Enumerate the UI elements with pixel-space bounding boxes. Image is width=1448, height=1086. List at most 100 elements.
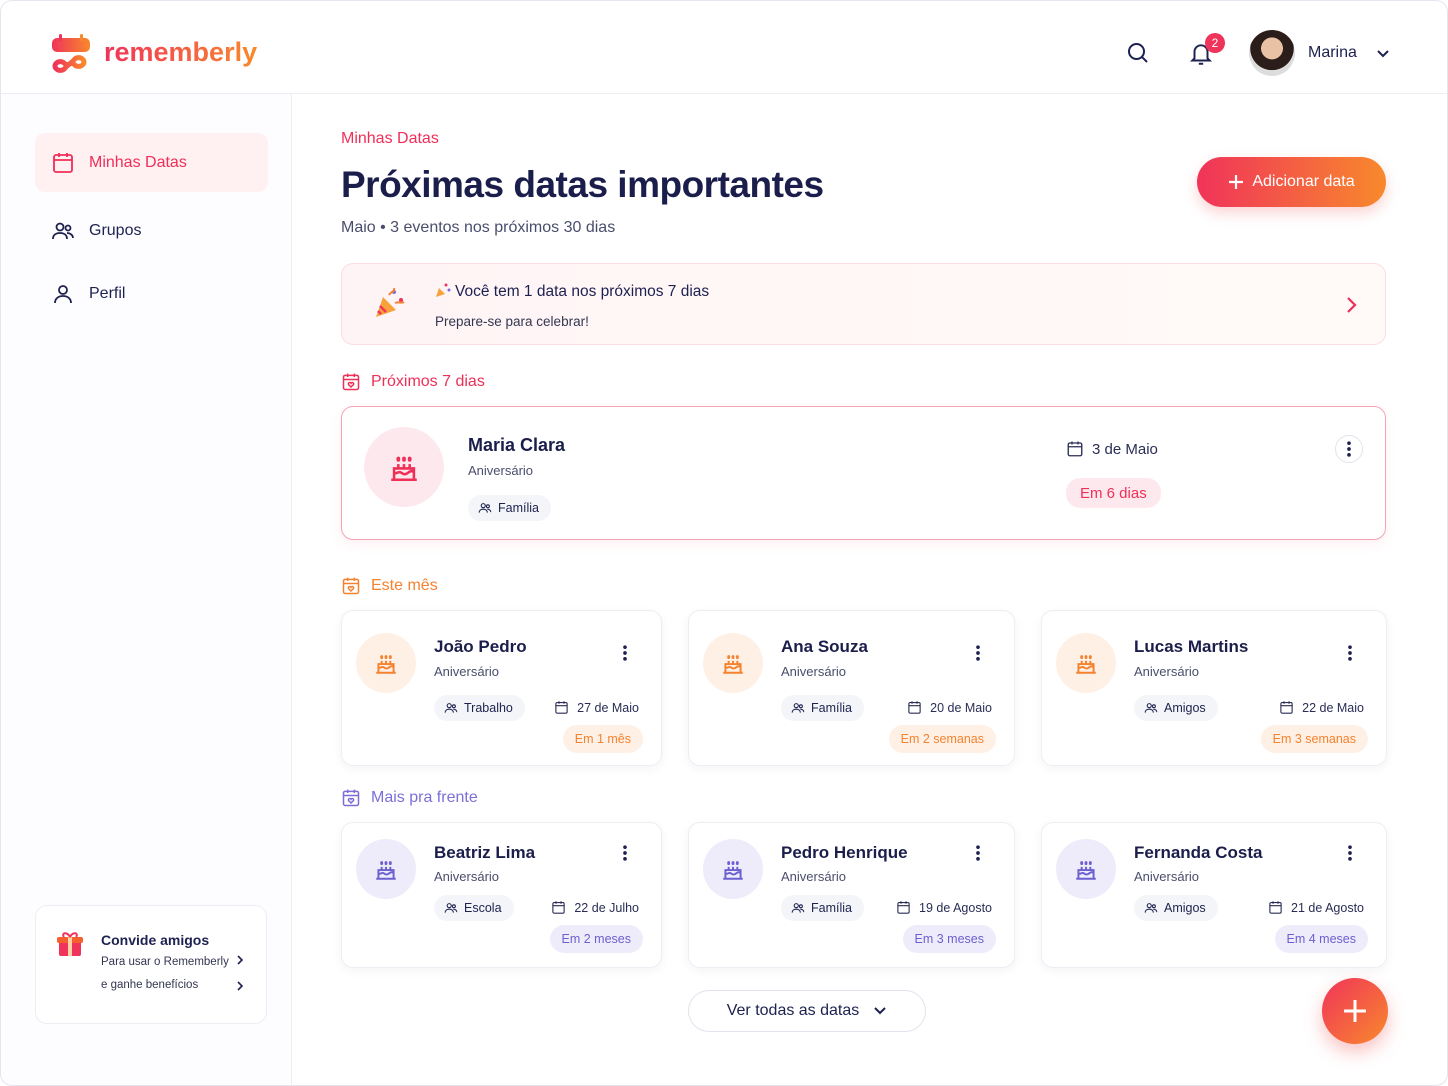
event-name: Ana Souza	[781, 637, 868, 656]
tag-icon	[791, 703, 805, 713]
tag-icon	[1144, 703, 1158, 713]
event-tag: Escola	[434, 895, 514, 921]
nav-item[interactable]: Perfil	[35, 264, 268, 323]
event-card[interactable]: Ana Souza Aniversário Família 20 de Maio Em …	[688, 610, 1015, 766]
event-section: Próximos 7 dias Maria Clara Aniversário Fam…	[341, 370, 1386, 540]
chevron	[237, 981, 244, 991]
event-avatar	[364, 427, 444, 507]
breadcrumb[interactable]: Minhas Datas	[341, 130, 439, 147]
event-countdown: Em 2 meses	[549, 925, 643, 953]
nav-icon	[52, 222, 74, 239]
tag-icon	[478, 503, 492, 513]
event-countdown: Em 6 dias	[1066, 478, 1161, 508]
nav-label: Minhas Datas	[89, 153, 187, 171]
event-card[interactable]: Fernanda Costa Aniversário Amigos 21 de Ago…	[1041, 822, 1387, 968]
plus-icon	[1229, 175, 1244, 189]
invite-title: Convide amigos	[101, 932, 210, 948]
gift-icon	[57, 932, 83, 956]
event-date: 21 de Agosto	[1268, 900, 1364, 915]
event-countdown: Em 2 semanas	[888, 725, 996, 753]
event-card[interactable]: Pedro Henrique Aniversário Família 19 de Ag…	[688, 822, 1015, 968]
nav-icon	[54, 284, 72, 303]
invite-card[interactable]: Convide amigos Para usar o Rememberly e …	[35, 905, 267, 1024]
event-card[interactable]: Beatriz Lima Aniversário Escola 22 de Julho…	[341, 822, 662, 968]
date-label: 22 de Julho	[574, 900, 639, 915]
view-all-button[interactable]: Ver todas as datas	[688, 990, 926, 1032]
date-icon	[908, 701, 921, 714]
user-menu-chevron[interactable]	[1376, 47, 1390, 61]
cake-icon	[376, 861, 396, 880]
dots-icon	[623, 645, 627, 661]
tag-icon	[444, 703, 458, 713]
date-label: 21 de Agosto	[1291, 900, 1364, 915]
date-label: 20 de Maio	[930, 700, 992, 715]
dots-icon	[976, 645, 980, 661]
event-tag: Amigos	[1134, 695, 1218, 721]
event-date: 27 de Maio	[554, 700, 639, 715]
event-avatar	[703, 633, 763, 693]
event-menu[interactable]	[611, 839, 639, 867]
date-icon	[1067, 441, 1083, 457]
section-title: Este mês	[371, 577, 438, 594]
date-icon	[1269, 901, 1282, 914]
event-type: Aniversário	[468, 463, 534, 478]
event-tag: Amigos	[1134, 895, 1218, 921]
dots-icon	[1347, 441, 1351, 457]
notifications-button[interactable]	[1188, 41, 1214, 67]
user-name[interactable]: Marina	[1308, 44, 1357, 61]
tag-label: Família	[811, 701, 852, 715]
page-title: Próximas datas importantes	[341, 164, 824, 205]
event-card[interactable]: Lucas Martins Aniversário Amigos 22 de Maio…	[1041, 610, 1387, 766]
reminder-banner[interactable]: Você tem 1 data nos próximos 7 dias Prep…	[341, 263, 1386, 345]
event-menu[interactable]	[1335, 435, 1363, 463]
event-name: João Pedro	[434, 637, 527, 656]
tag-label: Trabalho	[464, 701, 513, 715]
search-button[interactable]	[1126, 41, 1150, 65]
brand: rememberly	[104, 37, 258, 67]
event-card[interactable]: Maria Clara Aniversário Família 3 de Maio Em…	[341, 406, 1386, 540]
tag-icon	[1144, 903, 1158, 913]
add-date-button[interactable]: Adicionar data	[1197, 157, 1386, 207]
event-avatar	[356, 839, 416, 899]
banner-subtitle: Prepare-se para celebrar!	[435, 314, 589, 329]
dots-icon	[623, 845, 627, 861]
dots-icon	[1348, 645, 1352, 661]
section-title: Próximos 7 dias	[371, 373, 485, 390]
user-avatar[interactable]	[1249, 30, 1295, 76]
event-type: Aniversário	[1134, 869, 1200, 884]
event-name: Pedro Henrique	[781, 843, 908, 862]
event-countdown: Em 1 mês	[562, 725, 643, 753]
date-icon	[555, 701, 568, 714]
top-bar: rememberly 2 Marina	[1, 1, 1447, 94]
event-menu[interactable]	[964, 639, 992, 667]
date-label: 19 de Agosto	[919, 900, 992, 915]
page-subtitle: Maio • 3 eventos nos próximos 30 dias	[341, 219, 616, 236]
event-menu[interactable]	[1336, 839, 1364, 867]
plus-icon	[1344, 1000, 1366, 1022]
event-date: 20 de Maio	[907, 700, 992, 715]
event-countdown: Em 3 meses	[902, 925, 996, 953]
nav-item[interactable]: Minhas Datas	[35, 133, 268, 192]
event-list: Beatriz Lima Aniversário Escola 22 de Julho…	[341, 822, 1387, 968]
event-menu[interactable]	[1336, 639, 1364, 667]
tag-label: Família	[498, 501, 539, 515]
date-label: 3 de Maio	[1092, 440, 1158, 458]
event-menu[interactable]	[611, 639, 639, 667]
event-section: Este mês João Pedro Aniversário Trabalho 27 …	[341, 574, 1387, 766]
nav-icon	[53, 152, 73, 173]
floating-add-button[interactable]	[1322, 978, 1388, 1044]
dots-icon	[1348, 845, 1352, 861]
party-icon	[376, 287, 405, 317]
date-icon	[1280, 701, 1293, 714]
section-header: Mais pra frente	[341, 786, 1386, 810]
event-type: Aniversário	[434, 869, 500, 884]
nav-item[interactable]: Grupos	[35, 201, 268, 260]
event-name: Fernanda Costa	[1134, 843, 1263, 862]
event-countdown: Em 4 meses	[1274, 925, 1368, 953]
event-section: Mais pra frente Beatriz Lima Aniversário Es…	[341, 786, 1387, 968]
event-menu[interactable]	[964, 839, 992, 867]
event-avatar	[703, 839, 763, 899]
event-type: Aniversário	[1134, 664, 1200, 679]
chevron	[237, 955, 244, 965]
event-card[interactable]: João Pedro Aniversário Trabalho 27 de Maio E…	[341, 610, 662, 766]
